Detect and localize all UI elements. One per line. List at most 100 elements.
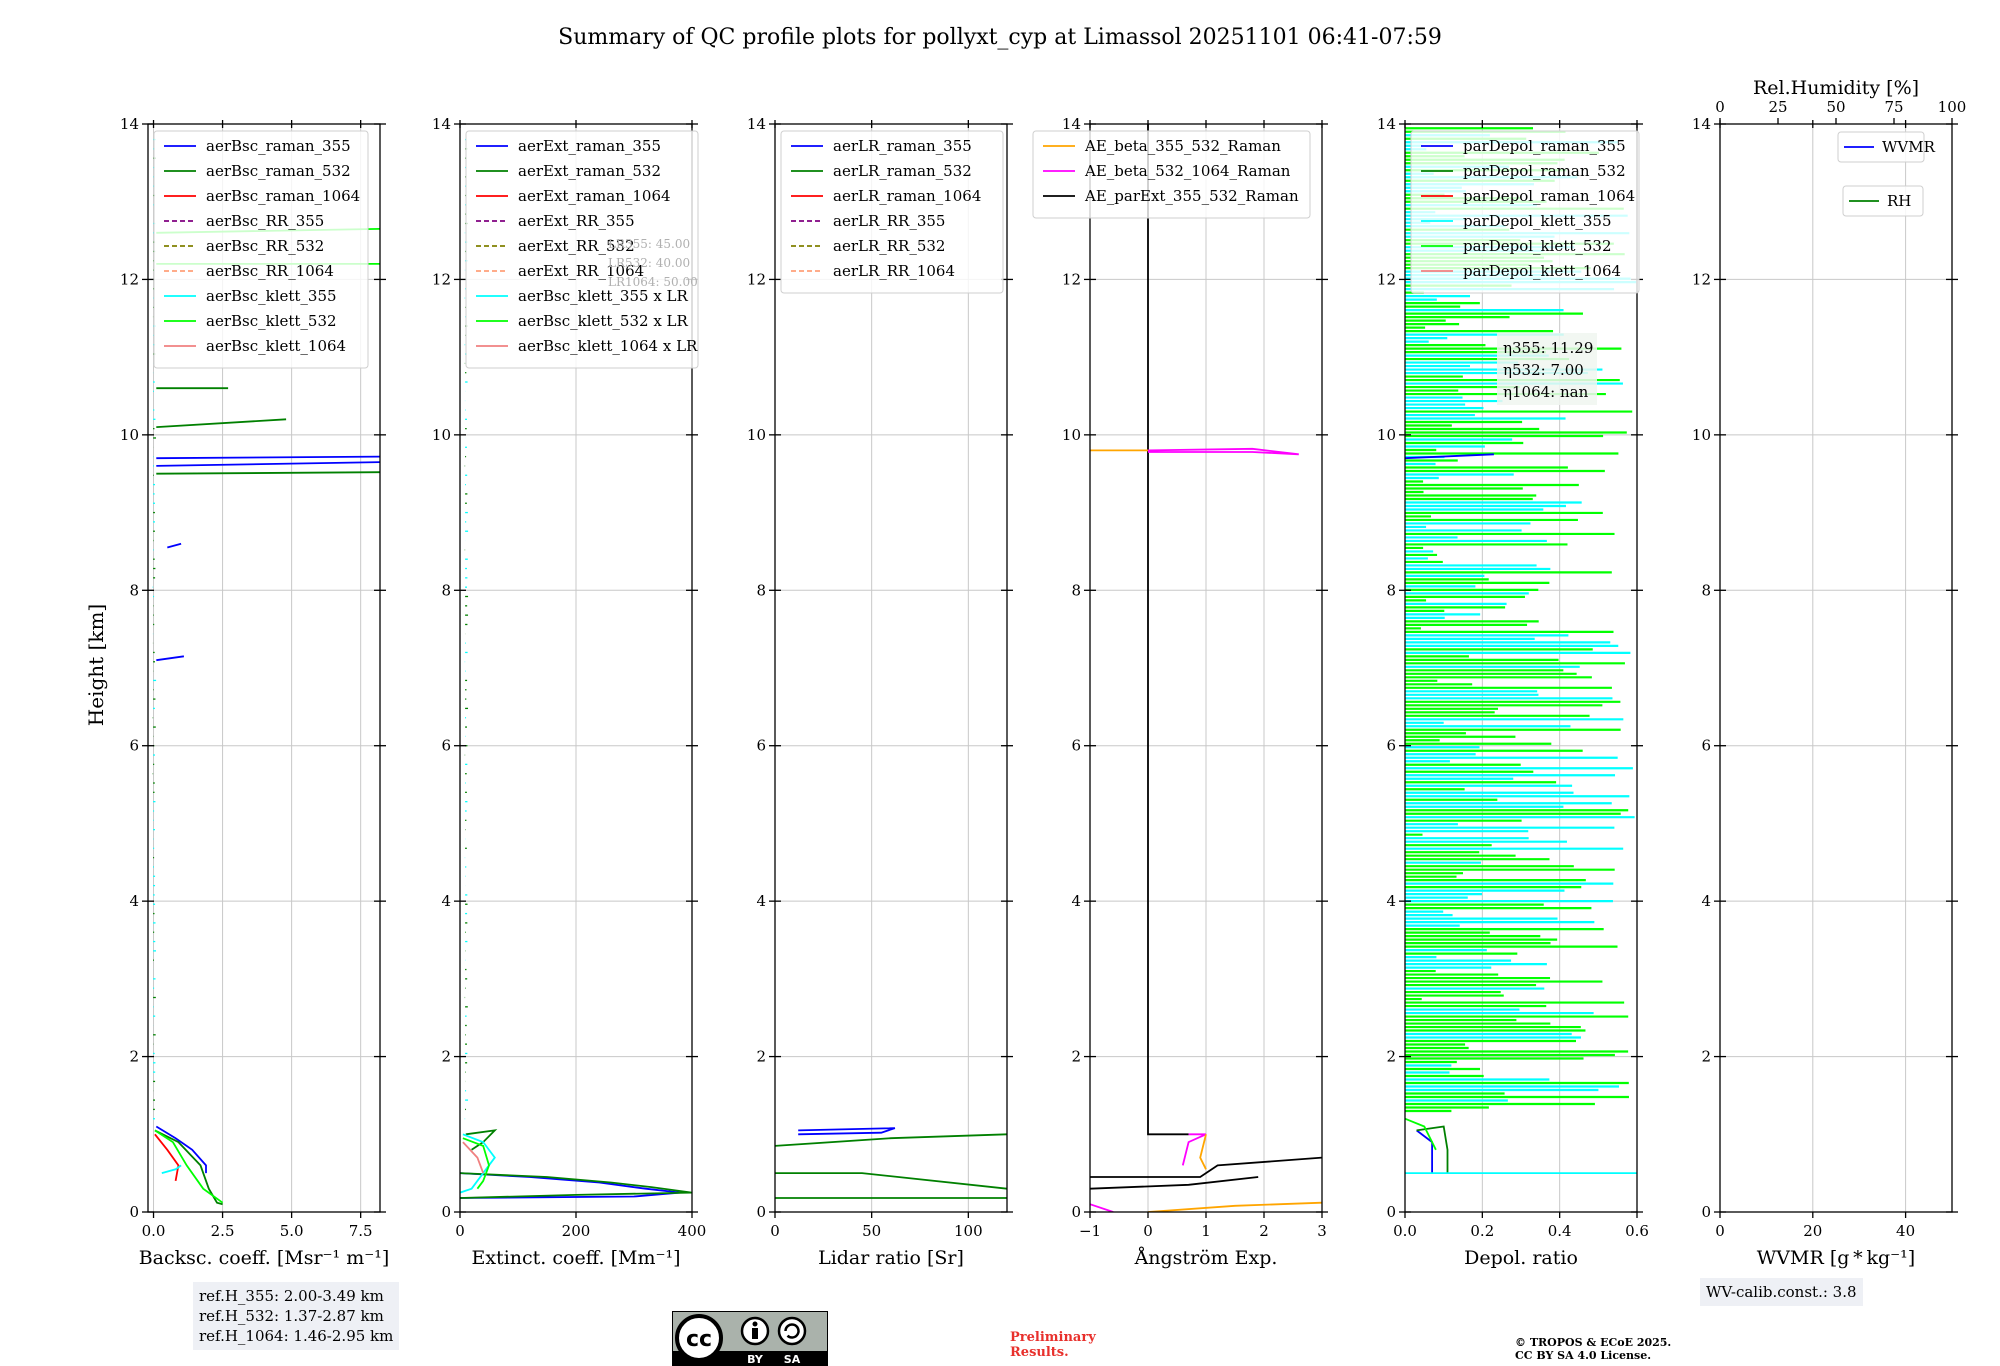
x-tick-label: 0 xyxy=(1715,1222,1725,1240)
y-tick-label: 14 xyxy=(1692,115,1711,133)
x-axis-label: Depol. ratio xyxy=(1464,1247,1578,1269)
legend-label: parDepol_raman_1064 xyxy=(1463,187,1635,205)
axes-frame xyxy=(147,123,381,1213)
y-tick-label: 12 xyxy=(1062,270,1081,288)
series-group xyxy=(1090,124,1322,1212)
lr-annotation: LR1064: 50.00 xyxy=(608,275,698,289)
x-axis-label: WVMR [g * kg⁻¹] xyxy=(1757,1247,1915,1269)
panel-depol: 0 2 4 6 8 10 12 14 0.0 0.2 0.4 0.6 Depol. ratio parDe… xyxy=(1377,115,1649,1269)
y-tick-label: 14 xyxy=(1377,115,1396,133)
series-aerExt_raman_532_b xyxy=(465,1129,498,1151)
legend-label: aerLR_raman_1064 xyxy=(833,187,981,205)
top-x-tick-label: 100 xyxy=(1938,98,1967,116)
x-tick-label: 0 xyxy=(770,1222,780,1240)
top-x-tick-label: 50 xyxy=(1826,98,1845,116)
y-tick-label: 12 xyxy=(1377,270,1396,288)
figure-title: Summary of QC profile plots for pollyxt_… xyxy=(558,25,1442,50)
x-tick-label: 2 xyxy=(1259,1222,1269,1240)
legend-label: aerBsc_raman_532 xyxy=(206,162,351,180)
y-axis-label: Height [km] xyxy=(84,604,108,726)
x-tick-label: 400 xyxy=(678,1222,707,1240)
y-tick-label: 10 xyxy=(1062,426,1081,444)
wv-calib-constant: WV-calib.const.: 3.8 xyxy=(1706,1283,1857,1301)
series-AE_beta_532_1064_Raman xyxy=(1147,447,1299,456)
series-cloud_355_b xyxy=(156,455,380,460)
legend-label: parDepol_raman_532 xyxy=(1463,162,1626,180)
y-tick-label: 4 xyxy=(1071,892,1081,910)
y-tick-label: 6 xyxy=(441,737,451,755)
x-tick-label: 0.0 xyxy=(1393,1222,1417,1240)
y-tick-label: 0 xyxy=(441,1203,451,1221)
y-tick-label: 4 xyxy=(756,892,766,910)
y-tick-label: 0 xyxy=(756,1203,766,1221)
series-AE_beta_355_532_Raman_c xyxy=(1147,1201,1322,1212)
y-tick-label: 14 xyxy=(120,115,139,133)
y-tick-label: 0 xyxy=(129,1203,139,1221)
wv-calibration-box: WV-calib.const.: 3.8 xyxy=(1700,1278,1863,1306)
legend-box xyxy=(780,130,1004,294)
series-group xyxy=(775,1127,1007,1199)
legend-label: AE_beta_355_532_Raman xyxy=(1084,137,1281,155)
y-tick-label: 8 xyxy=(1386,581,1396,599)
legend-box xyxy=(1837,131,1925,163)
y-tick-label: 12 xyxy=(1692,270,1711,288)
legend-label: aerLR_RR_1064 xyxy=(833,262,955,280)
legend-label: aerExt_raman_355 xyxy=(518,137,661,155)
y-tick-label: 14 xyxy=(432,115,451,133)
y-tick-label: 12 xyxy=(120,270,139,288)
legend-label: AE_beta_532_1064_Raman xyxy=(1084,162,1291,180)
x-tick-label: 0 xyxy=(455,1222,465,1240)
series-parDepol_raman_532 xyxy=(1416,1125,1449,1174)
legend-label: aerLR_raman_532 xyxy=(833,162,972,180)
series-aerBsc_klett_532 x LR xyxy=(462,1137,490,1190)
legend-label: parDepol_klett_1064 xyxy=(1463,262,1621,280)
series-AE_beta_532_1064_Raman_c xyxy=(1090,1203,1114,1212)
y-tick-label: 0 xyxy=(1701,1203,1711,1221)
legend-label: aerLR_RR_532 xyxy=(833,237,945,255)
legend-label: aerExt_RR_532 xyxy=(518,237,635,255)
legend-label: parDepol_raman_355 xyxy=(1463,137,1626,155)
series-spike_355_7km xyxy=(156,655,185,662)
series-AE_parExt_355_532_Raman xyxy=(1147,124,1189,1136)
y-tick-label: 2 xyxy=(1386,1048,1396,1066)
x-tick-label: 0.6 xyxy=(1625,1222,1649,1240)
legend-label: AE_parExt_355_532_Raman xyxy=(1084,187,1299,205)
panel-extinction: 0 2 4 6 8 10 12 14 0 200 400 Extinct. coeff. [Mm⁻¹]… xyxy=(432,115,706,1269)
y-tick-label: 8 xyxy=(441,581,451,599)
lr-annotation: LR355: 45.00 xyxy=(608,237,690,251)
series-aerBsc_raman_532 xyxy=(154,1129,223,1206)
cc-logo-text: cc xyxy=(686,1327,712,1352)
y-tick-label: 2 xyxy=(1701,1048,1711,1066)
legend-label: RH xyxy=(1887,192,1911,210)
legend-label: aerLR_RR_355 xyxy=(833,212,945,230)
x-axis-label: Lidar ratio [Sr] xyxy=(818,1247,964,1269)
top-x-tick-label: 0 xyxy=(1715,98,1725,116)
y-tick-label: 8 xyxy=(1701,581,1711,599)
x-tick-label: 1 xyxy=(1201,1222,1211,1240)
legend-label: aerBsc_klett_1064 xyxy=(206,337,346,355)
legend-label: parDepol_klett_355 xyxy=(1463,212,1612,230)
cc-license-badge: cc BY SA xyxy=(672,1311,828,1366)
series-aerBsc_raman_1064 xyxy=(154,1133,180,1182)
axes-frame xyxy=(1719,123,1953,1213)
y-tick-label: 12 xyxy=(432,270,451,288)
y-tick-label: 12 xyxy=(747,270,766,288)
eta-box xyxy=(1497,333,1597,405)
y-tick-label: 14 xyxy=(1062,115,1081,133)
top-axis-label: Rel.Humidity [%] xyxy=(1753,77,1919,99)
x-tick-label: 20 xyxy=(1803,1222,1822,1240)
series-cloud_532_a xyxy=(156,471,380,475)
eta-value: η1064: nan xyxy=(1503,383,1589,401)
legend-label: aerExt_raman_532 xyxy=(518,162,661,180)
legend-label: aerExt_RR_355 xyxy=(518,212,635,230)
x-tick-label: 0.0 xyxy=(142,1222,166,1240)
y-tick-label: 6 xyxy=(1071,737,1081,755)
reference-height-box: ref.H_355: 2.00-3.49 km ref.H_532: 1.37-… xyxy=(193,1282,400,1350)
y-tick-label: 10 xyxy=(432,426,451,444)
legend-label: aerExt_raman_1064 xyxy=(518,187,671,205)
y-tick-label: 10 xyxy=(1692,426,1711,444)
y-tick-label: 6 xyxy=(1386,737,1396,755)
